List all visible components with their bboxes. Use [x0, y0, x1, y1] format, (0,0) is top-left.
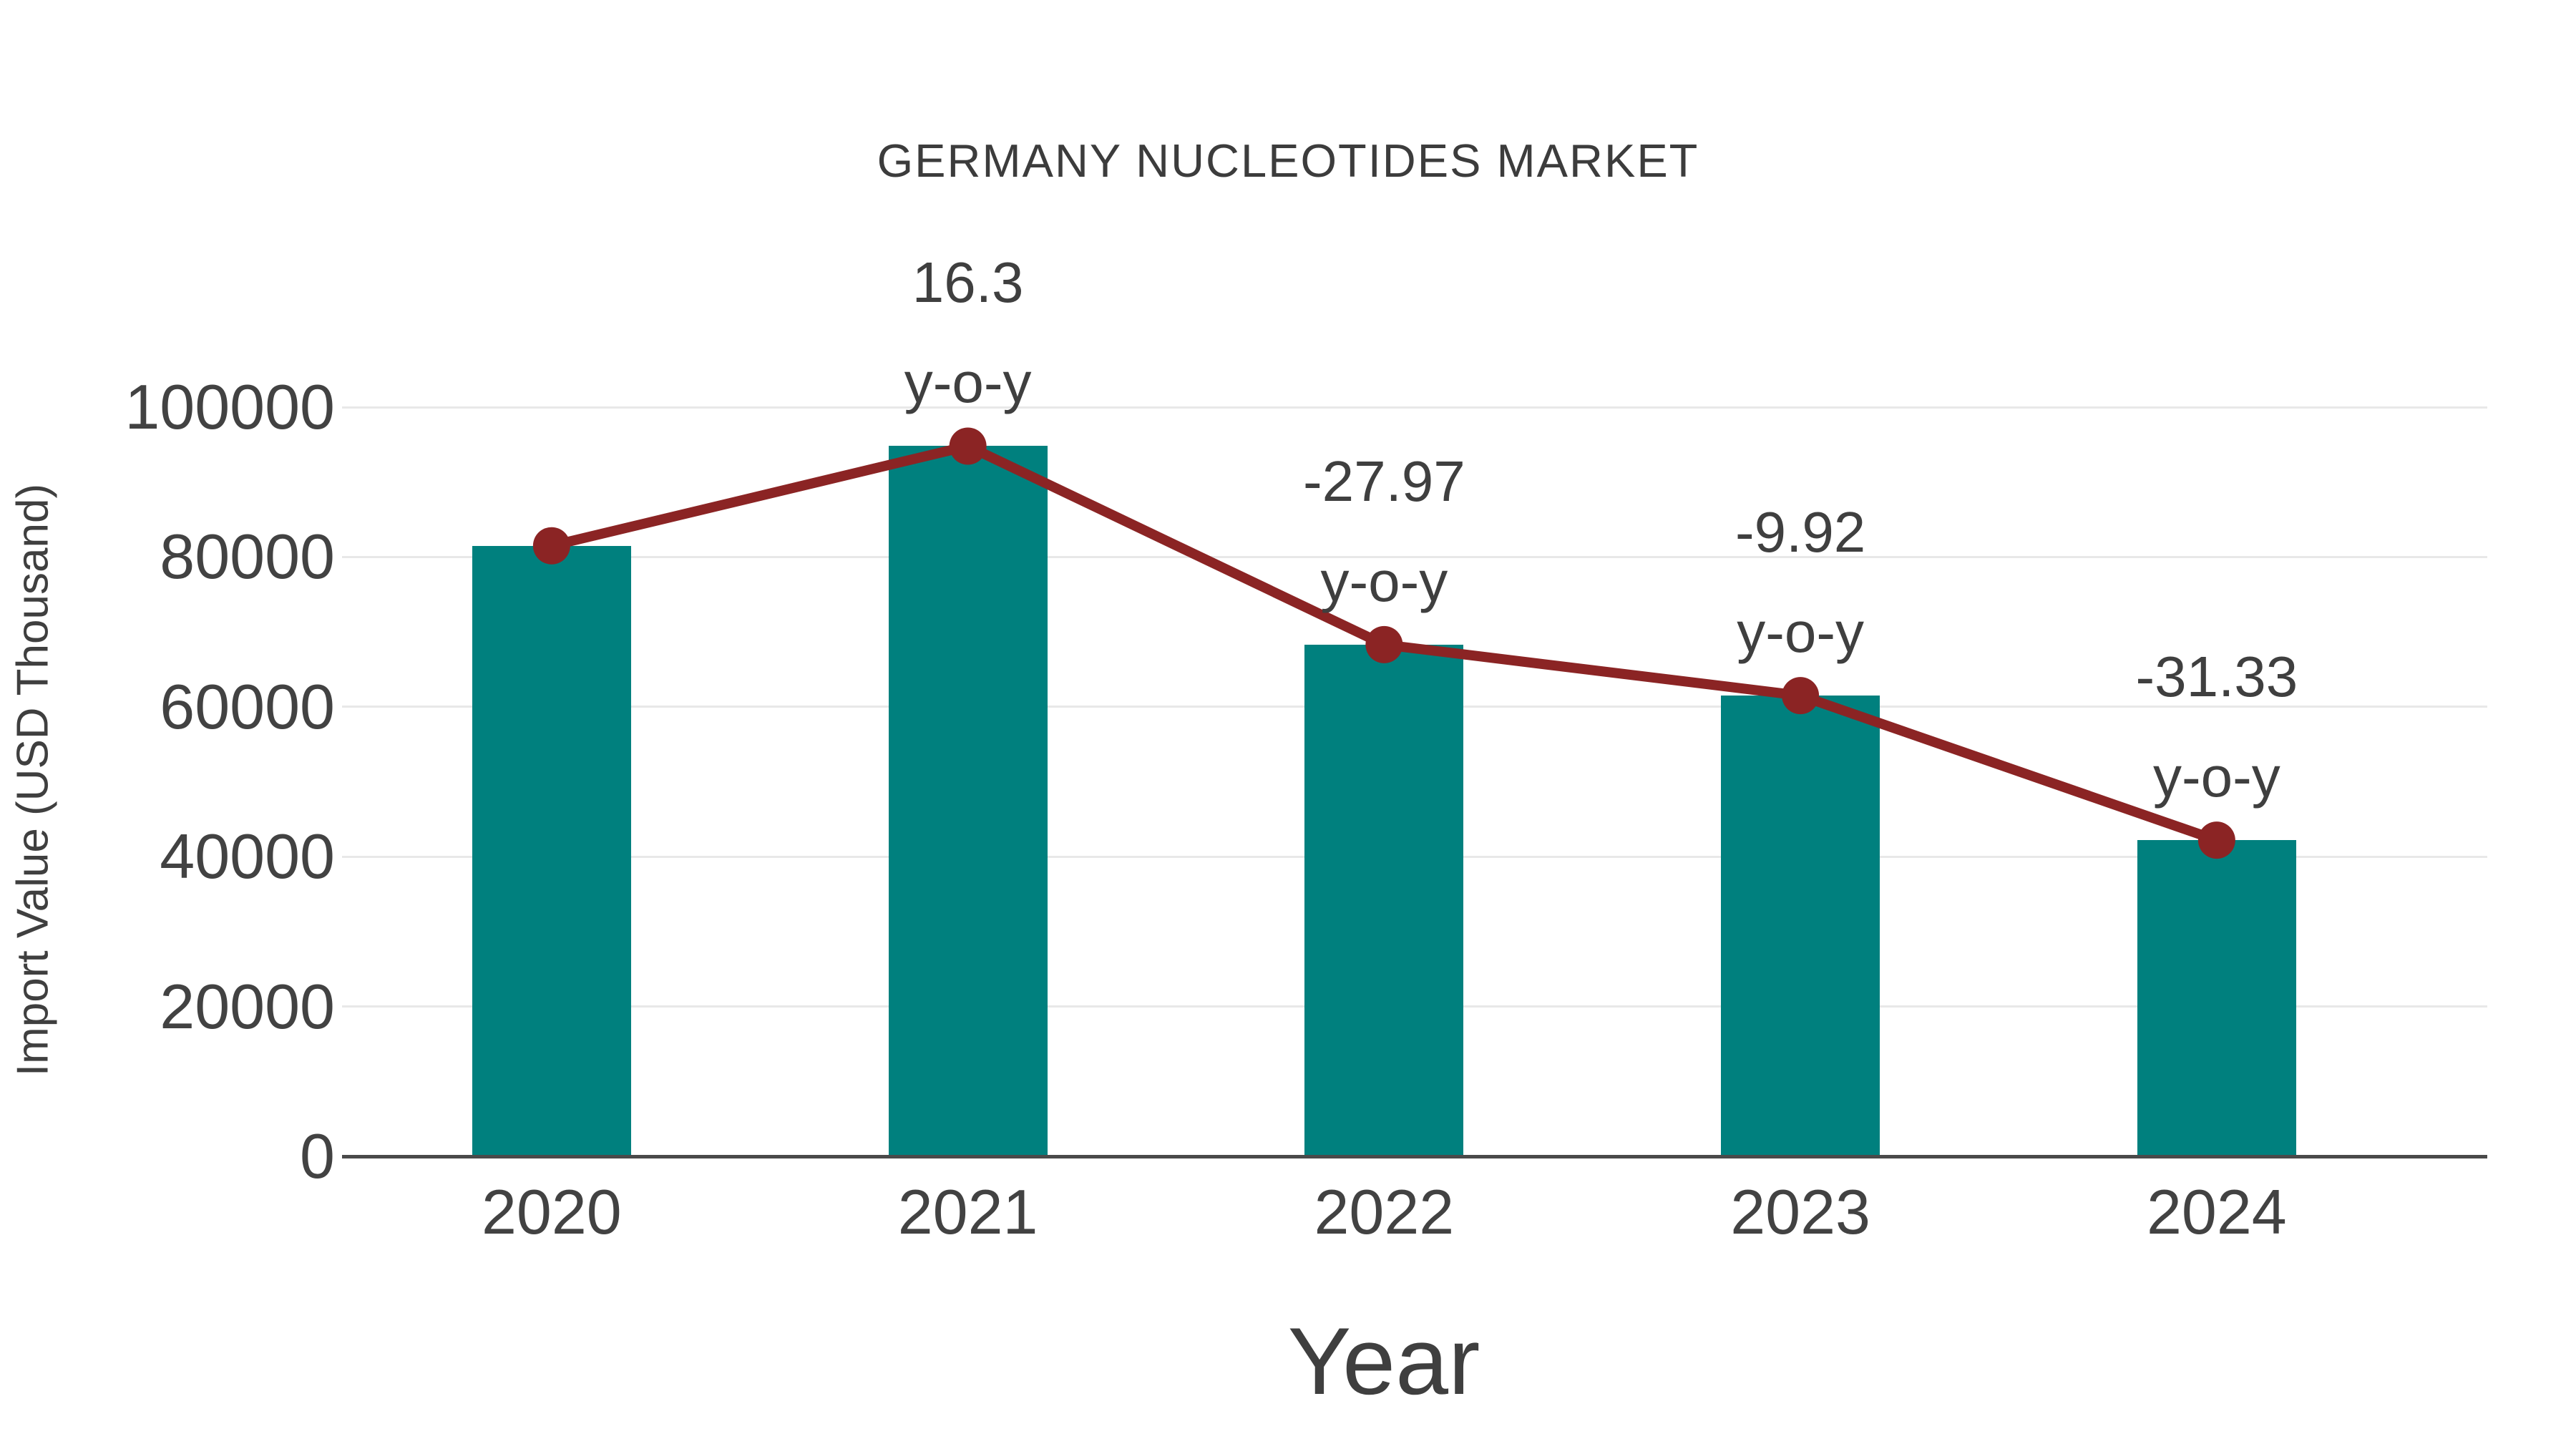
- annotation-line-1: -9.92: [1735, 500, 1866, 565]
- annotation-line-1: 16.3: [912, 250, 1024, 315]
- y-tick-label-80000: 80000: [160, 521, 335, 592]
- x-tick-label-2023: 2023: [1730, 1176, 1870, 1247]
- annotation-2022: -27.97 y-o-y: [1098, 431, 1670, 632]
- bar-2020: [472, 545, 631, 1156]
- y-tick-label-40000: 40000: [160, 821, 335, 892]
- bar-2024: [2137, 840, 2296, 1156]
- bar-2023: [1721, 696, 1880, 1156]
- trend-marker-2024: [2197, 821, 2235, 859]
- x-axis-title: Year: [1287, 1309, 1480, 1415]
- y-tick-label-0: 0: [300, 1121, 335, 1191]
- annotation-line-2: y-o-y: [2152, 745, 2280, 809]
- annotation-line-1: -31.33: [2135, 645, 2298, 709]
- annotation-line-1: -27.97: [1302, 449, 1465, 513]
- annotation-line-2: y-o-y: [1320, 549, 1448, 613]
- gridline-100000: [342, 406, 2487, 409]
- x-axis-line: [342, 1155, 2487, 1158]
- gridline-80000: [342, 555, 2487, 558]
- annotation-2024: -31.33 y-o-y: [1931, 627, 2503, 827]
- bar-2022: [1304, 644, 1464, 1156]
- trend-marker-2022: [1365, 625, 1403, 663]
- trend-marker-2020: [532, 527, 570, 565]
- y-tick-label-20000: 20000: [160, 970, 335, 1042]
- annotation-line-2: y-o-y: [904, 351, 1032, 415]
- trend-marker-2023: [1782, 677, 1820, 715]
- bar-2021: [888, 446, 1048, 1156]
- annotation-2023: -9.92 y-o-y: [1514, 482, 2087, 683]
- x-tick-label-2022: 2022: [1314, 1176, 1455, 1247]
- x-tick-label-2021: 2021: [897, 1176, 1038, 1247]
- x-tick-label-2024: 2024: [2146, 1176, 2287, 1247]
- x-tick-label-2020: 2020: [481, 1176, 622, 1247]
- trend-marker-2021: [949, 427, 987, 465]
- y-tick-label-100000: 100000: [125, 371, 335, 442]
- annotation-line-2: y-o-y: [1737, 600, 1865, 665]
- chart-title: GERMANY NUCLEOTIDES MARKET: [877, 135, 1699, 187]
- annotation-2021: 16.3 y-o-y: [682, 233, 1254, 433]
- y-tick-label-60000: 60000: [160, 670, 335, 742]
